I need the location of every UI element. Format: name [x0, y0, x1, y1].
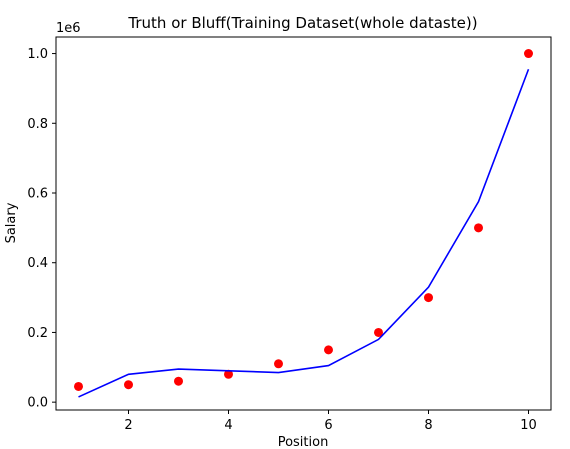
plot-frame [55, 36, 552, 411]
data-point [174, 376, 183, 386]
data-point [124, 380, 133, 390]
x-axis-label: Position [278, 435, 329, 449]
data-point [474, 223, 483, 233]
series-line [78, 68, 530, 398]
y-tick-label: 0.0 [27, 396, 48, 411]
x-tick-label: 6 [324, 418, 332, 433]
data-point [374, 327, 383, 337]
y-axis-label: Salary [4, 202, 19, 243]
y-axis: 0.0 0.2 0.4 0.6 0.8 1.0 [27, 47, 56, 411]
data-point [74, 381, 83, 391]
y-tick-label: 0.6 [27, 186, 48, 201]
data-point [224, 369, 233, 379]
plot-area [74, 49, 533, 398]
data-point [324, 345, 333, 355]
data-point [274, 359, 283, 369]
chart-title: Truth or Bluff(Training Dataset(whole da… [127, 14, 477, 32]
y-tick-label: 1.0 [27, 47, 48, 62]
x-tick-label: 2 [124, 418, 132, 433]
y-tick-label: 0.2 [27, 326, 48, 341]
y-tick-label: 0.4 [27, 256, 48, 271]
x-tick-label: 10 [520, 418, 537, 433]
y-tick-label: 0.8 [27, 117, 48, 132]
y-offset-label: 1e6 [56, 21, 81, 36]
x-tick-label: 8 [424, 418, 432, 433]
data-point [424, 293, 433, 303]
x-tick-label: 4 [224, 418, 232, 433]
data-point [524, 49, 533, 59]
x-axis: 2 4 6 8 10 [124, 410, 537, 433]
